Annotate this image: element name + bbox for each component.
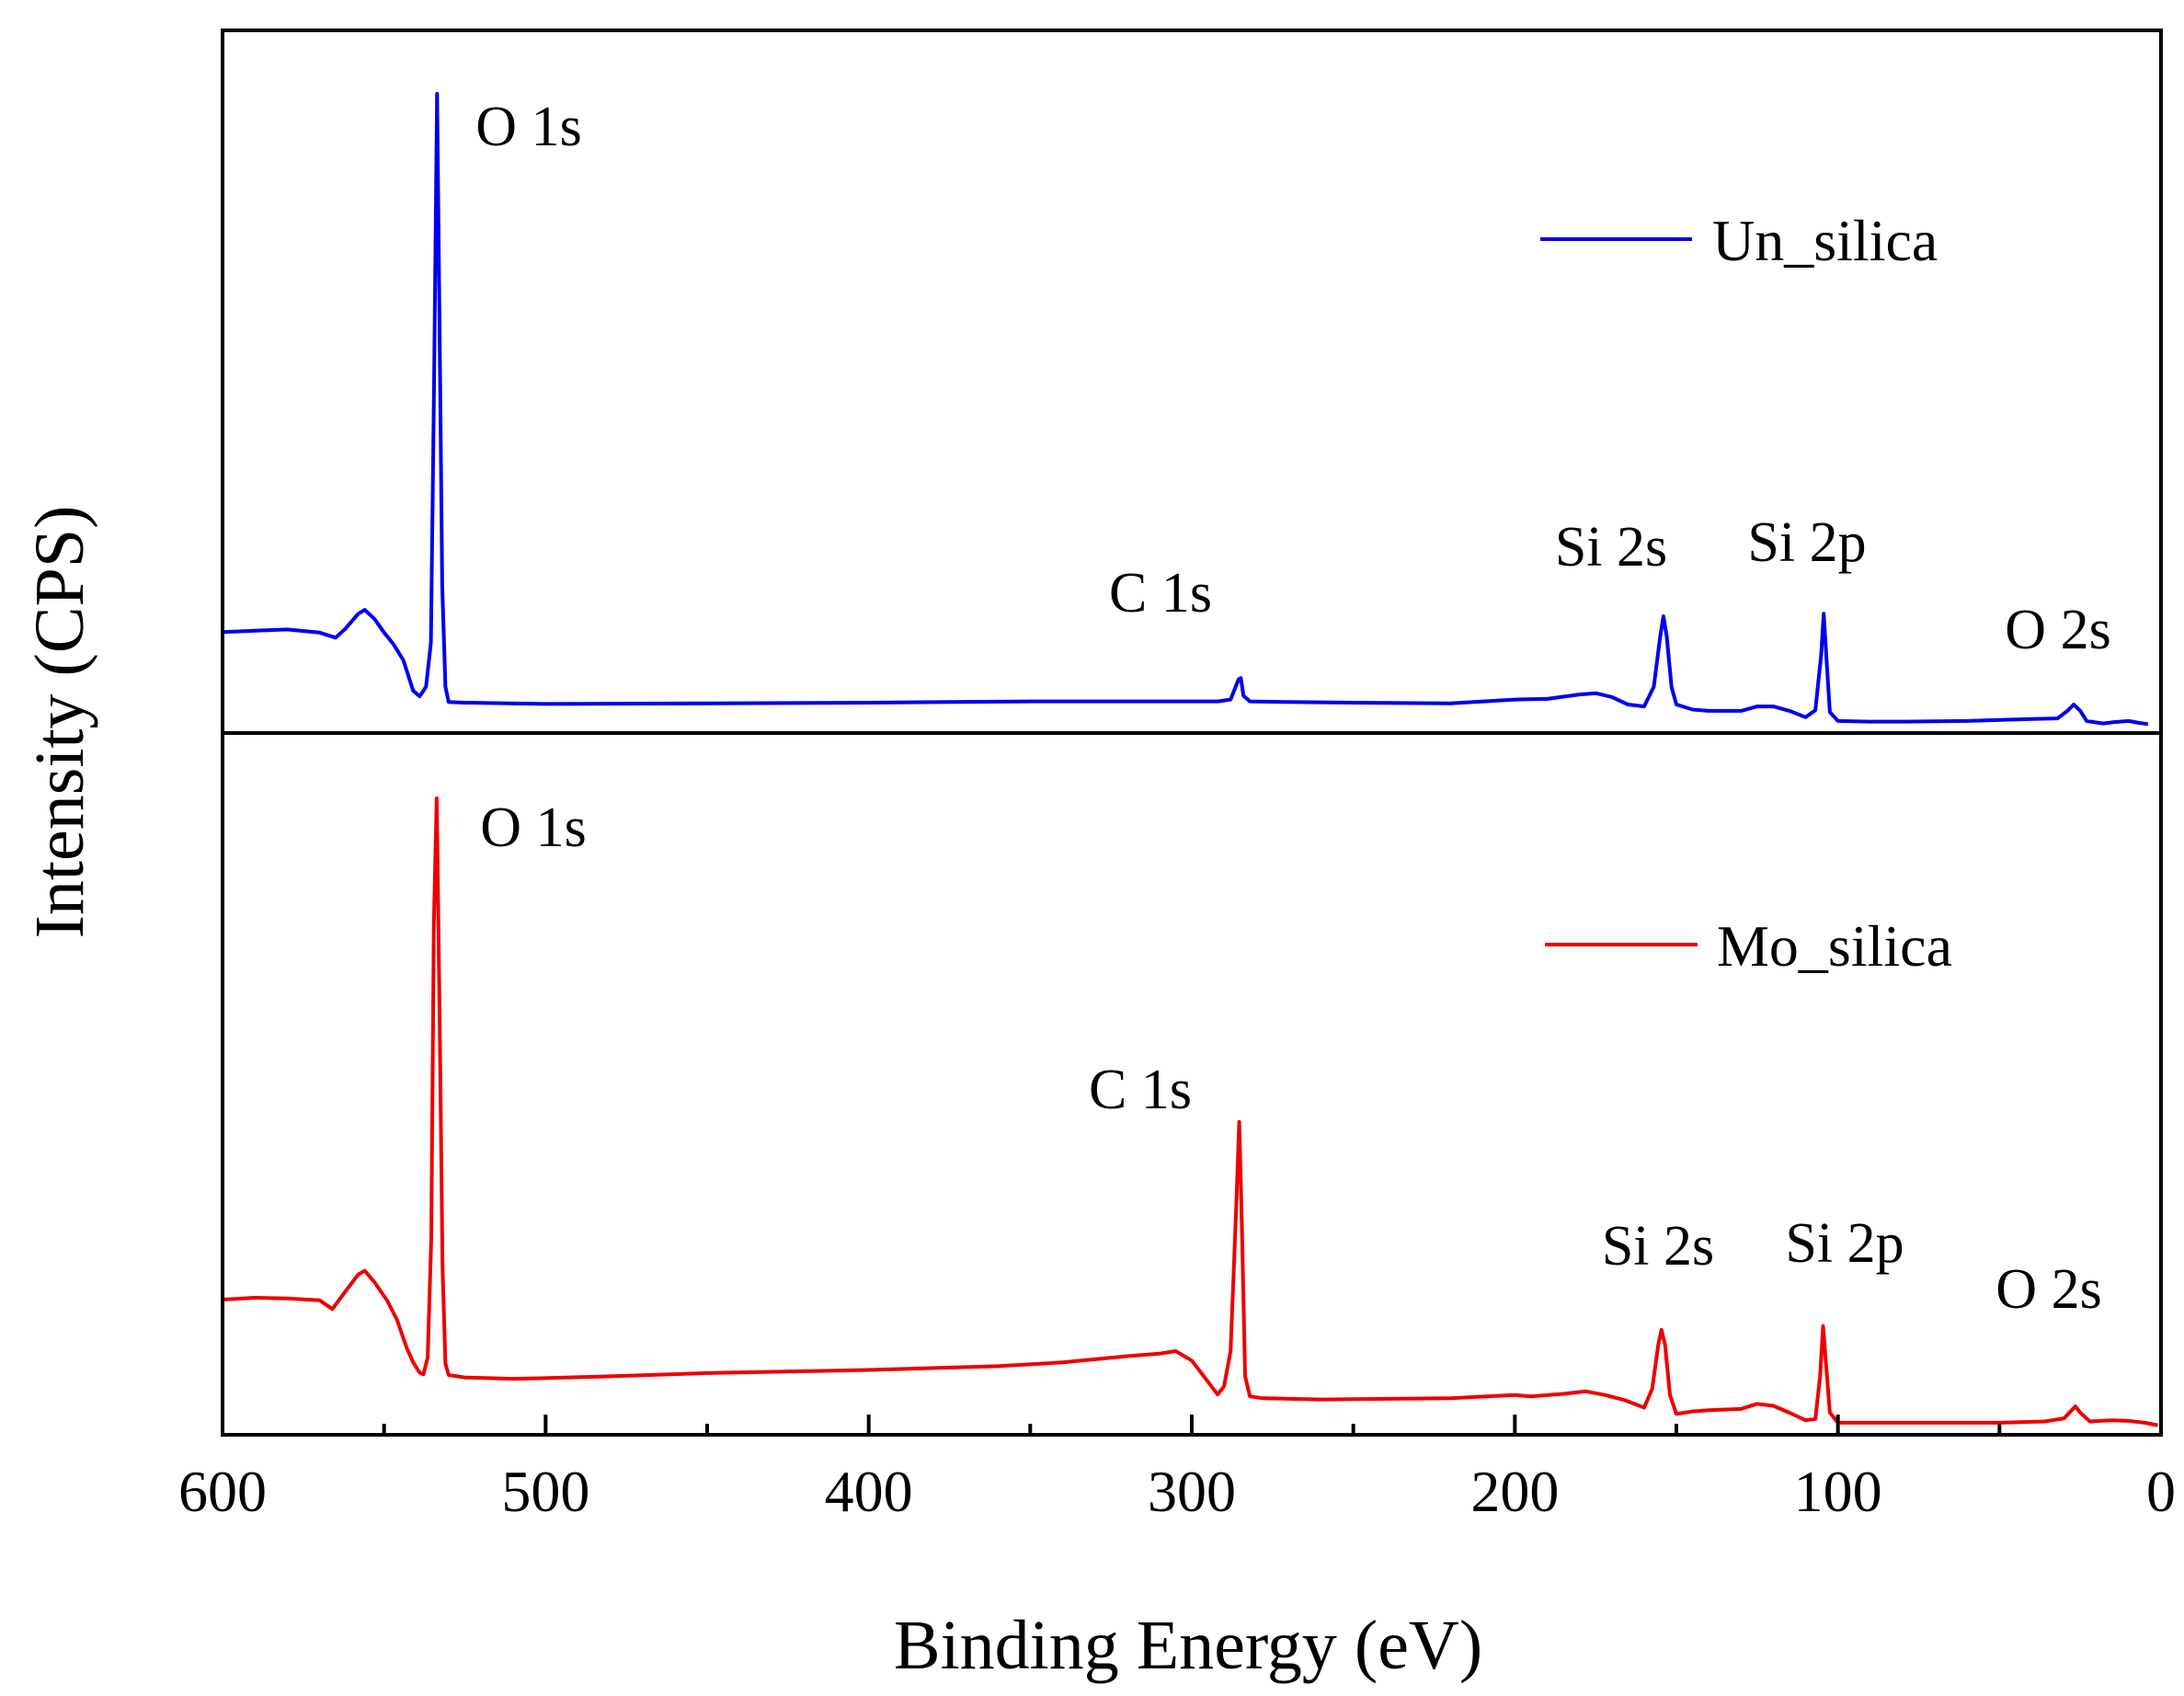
peak-label: Si 2p (1785, 1212, 1904, 1275)
x-tick-label: 500 (501, 1459, 589, 1524)
series-layer (222, 92, 2158, 1427)
series-line-mo-silica (222, 796, 2158, 1427)
y-axis-title: Intensity (CPS) (21, 506, 98, 939)
peak-label: O 2s (1995, 1258, 2101, 1321)
x-tick-label: 0 (2146, 1459, 2176, 1524)
peak-label: O 1s (475, 96, 581, 158)
peak-label: Si 2s (1555, 516, 1667, 579)
x-tick-label: 600 (178, 1459, 267, 1524)
peak-label: O 2s (2005, 599, 2110, 661)
peak-label: O 1s (480, 796, 586, 859)
legend: Un_silica Mo_silica (1540, 208, 1952, 979)
legend-label: Un_silica (1712, 208, 1938, 273)
peak-labels: O 1s C 1s Si 2s Si 2p O 2s O 1s C 1s Si 2s Si 2p… (475, 96, 2110, 1321)
x-tick-label: 200 (1470, 1459, 1559, 1524)
peak-label: C 1s (1109, 562, 1212, 625)
x-axis-title: Binding Energy (eV) (894, 1607, 1482, 1684)
series-line-un-silica (222, 92, 2149, 727)
peak-label: Si 2s (1602, 1215, 1714, 1278)
x-tick-label: 300 (1148, 1459, 1236, 1524)
legend-label: Mo_silica (1717, 913, 1952, 979)
x-axis-ticks: 600 500 400 300 200 100 0 (178, 1415, 2176, 1524)
peak-label: Si 2p (1747, 511, 1866, 574)
x-tick-label: 400 (825, 1459, 913, 1524)
x-tick-label: 100 (1794, 1459, 1882, 1524)
peak-label: C 1s (1089, 1059, 1192, 1121)
